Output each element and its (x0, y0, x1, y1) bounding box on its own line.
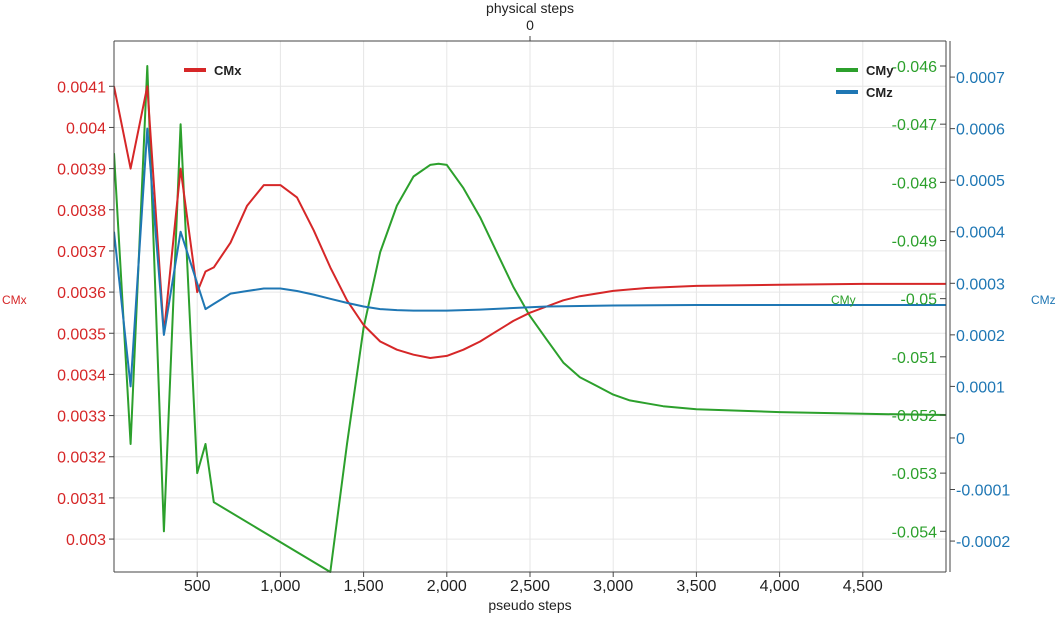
cmz-tick-label: 0.0002 (956, 328, 1005, 345)
legend: CMx CMy CMz (184, 63, 894, 100)
cmz-tick-label: 0.0006 (956, 122, 1005, 139)
left-tick-label: 0.003 (66, 532, 106, 549)
cmy-tick-label: -0.052 (892, 408, 937, 425)
cmz-tick-label: 0.0005 (956, 173, 1005, 190)
left-tick-label: 0.0031 (57, 491, 106, 508)
cmy-tick-label: -0.046 (892, 59, 937, 76)
series-line-cmy (114, 65, 946, 573)
left-tick-label: 0.0039 (57, 162, 106, 179)
cmy-tick-label: -0.048 (892, 175, 937, 192)
left-axis-title: CMx (2, 293, 27, 307)
x-tick-label: 3,500 (676, 578, 716, 595)
top-axis-title: physical steps (486, 0, 574, 16)
x-tick-label: 500 (184, 578, 211, 595)
cmy-tick-label: -0.05 (901, 292, 938, 309)
cmy-tick-label: -0.047 (892, 117, 937, 134)
cmz-tick-label: -0.0001 (956, 483, 1010, 500)
x-tick-label: 1,000 (260, 578, 300, 595)
left-tick-label: 0.0034 (57, 367, 106, 384)
right-outer-axis-title: CMz (1031, 293, 1056, 307)
cmz-tick-label: 0 (956, 431, 965, 448)
cmz-tick-label: 0.0003 (956, 276, 1005, 293)
axes: 500 1,000 1,500 2,000 2,500 3,000 3,500 4,000 4,… (57, 36, 1010, 595)
left-tick-label: 0.0037 (57, 244, 106, 261)
series-layer (114, 65, 946, 573)
x-tick-label: 4,500 (843, 578, 883, 595)
legend-label-cmy: CMy (866, 63, 894, 78)
cmz-tick-label: 0.0001 (956, 379, 1005, 396)
left-tick-label: 0.004 (66, 120, 106, 137)
series-line-cmz (114, 127, 946, 388)
cmy-tick-label: -0.051 (892, 350, 937, 367)
legend-label-cmx: CMx (214, 63, 242, 78)
cmy-tick-label: -0.054 (892, 524, 937, 541)
x-tick-label: 2,000 (427, 578, 467, 595)
left-tick-label: 0.0038 (57, 203, 106, 220)
cmz-tick-label: -0.0002 (956, 534, 1010, 551)
left-tick-label: 0.0036 (57, 285, 106, 302)
x-tick-label: 3,000 (593, 578, 633, 595)
x-tick-label: 1,500 (344, 578, 384, 595)
bottom-axis-title: pseudo steps (488, 597, 571, 613)
left-tick-label: 0.0041 (57, 79, 106, 96)
top-axis-tick: 0 (526, 17, 534, 33)
left-tick-label: 0.0033 (57, 409, 106, 426)
legend-label-cmz: CMz (866, 85, 893, 100)
cmy-tick-label: -0.053 (892, 466, 937, 483)
gridlines (114, 41, 946, 572)
cmz-tick-label: 0.0007 (956, 70, 1005, 87)
cmy-tick-label: -0.049 (892, 233, 937, 250)
cmz-tick-label: 0.0004 (956, 225, 1005, 242)
x-tick-label: 2,500 (510, 578, 550, 595)
left-tick-label: 0.0032 (57, 450, 106, 467)
right-inner-axis-title: CMy (831, 293, 856, 307)
left-tick-label: 0.0035 (57, 326, 106, 343)
x-tick-label: 4,000 (760, 578, 800, 595)
series-line-cmx (114, 85, 946, 359)
